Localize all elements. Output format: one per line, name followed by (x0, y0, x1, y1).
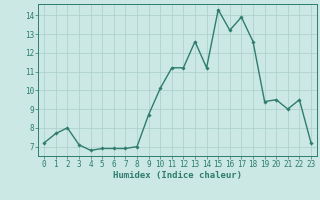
X-axis label: Humidex (Indice chaleur): Humidex (Indice chaleur) (113, 171, 242, 180)
